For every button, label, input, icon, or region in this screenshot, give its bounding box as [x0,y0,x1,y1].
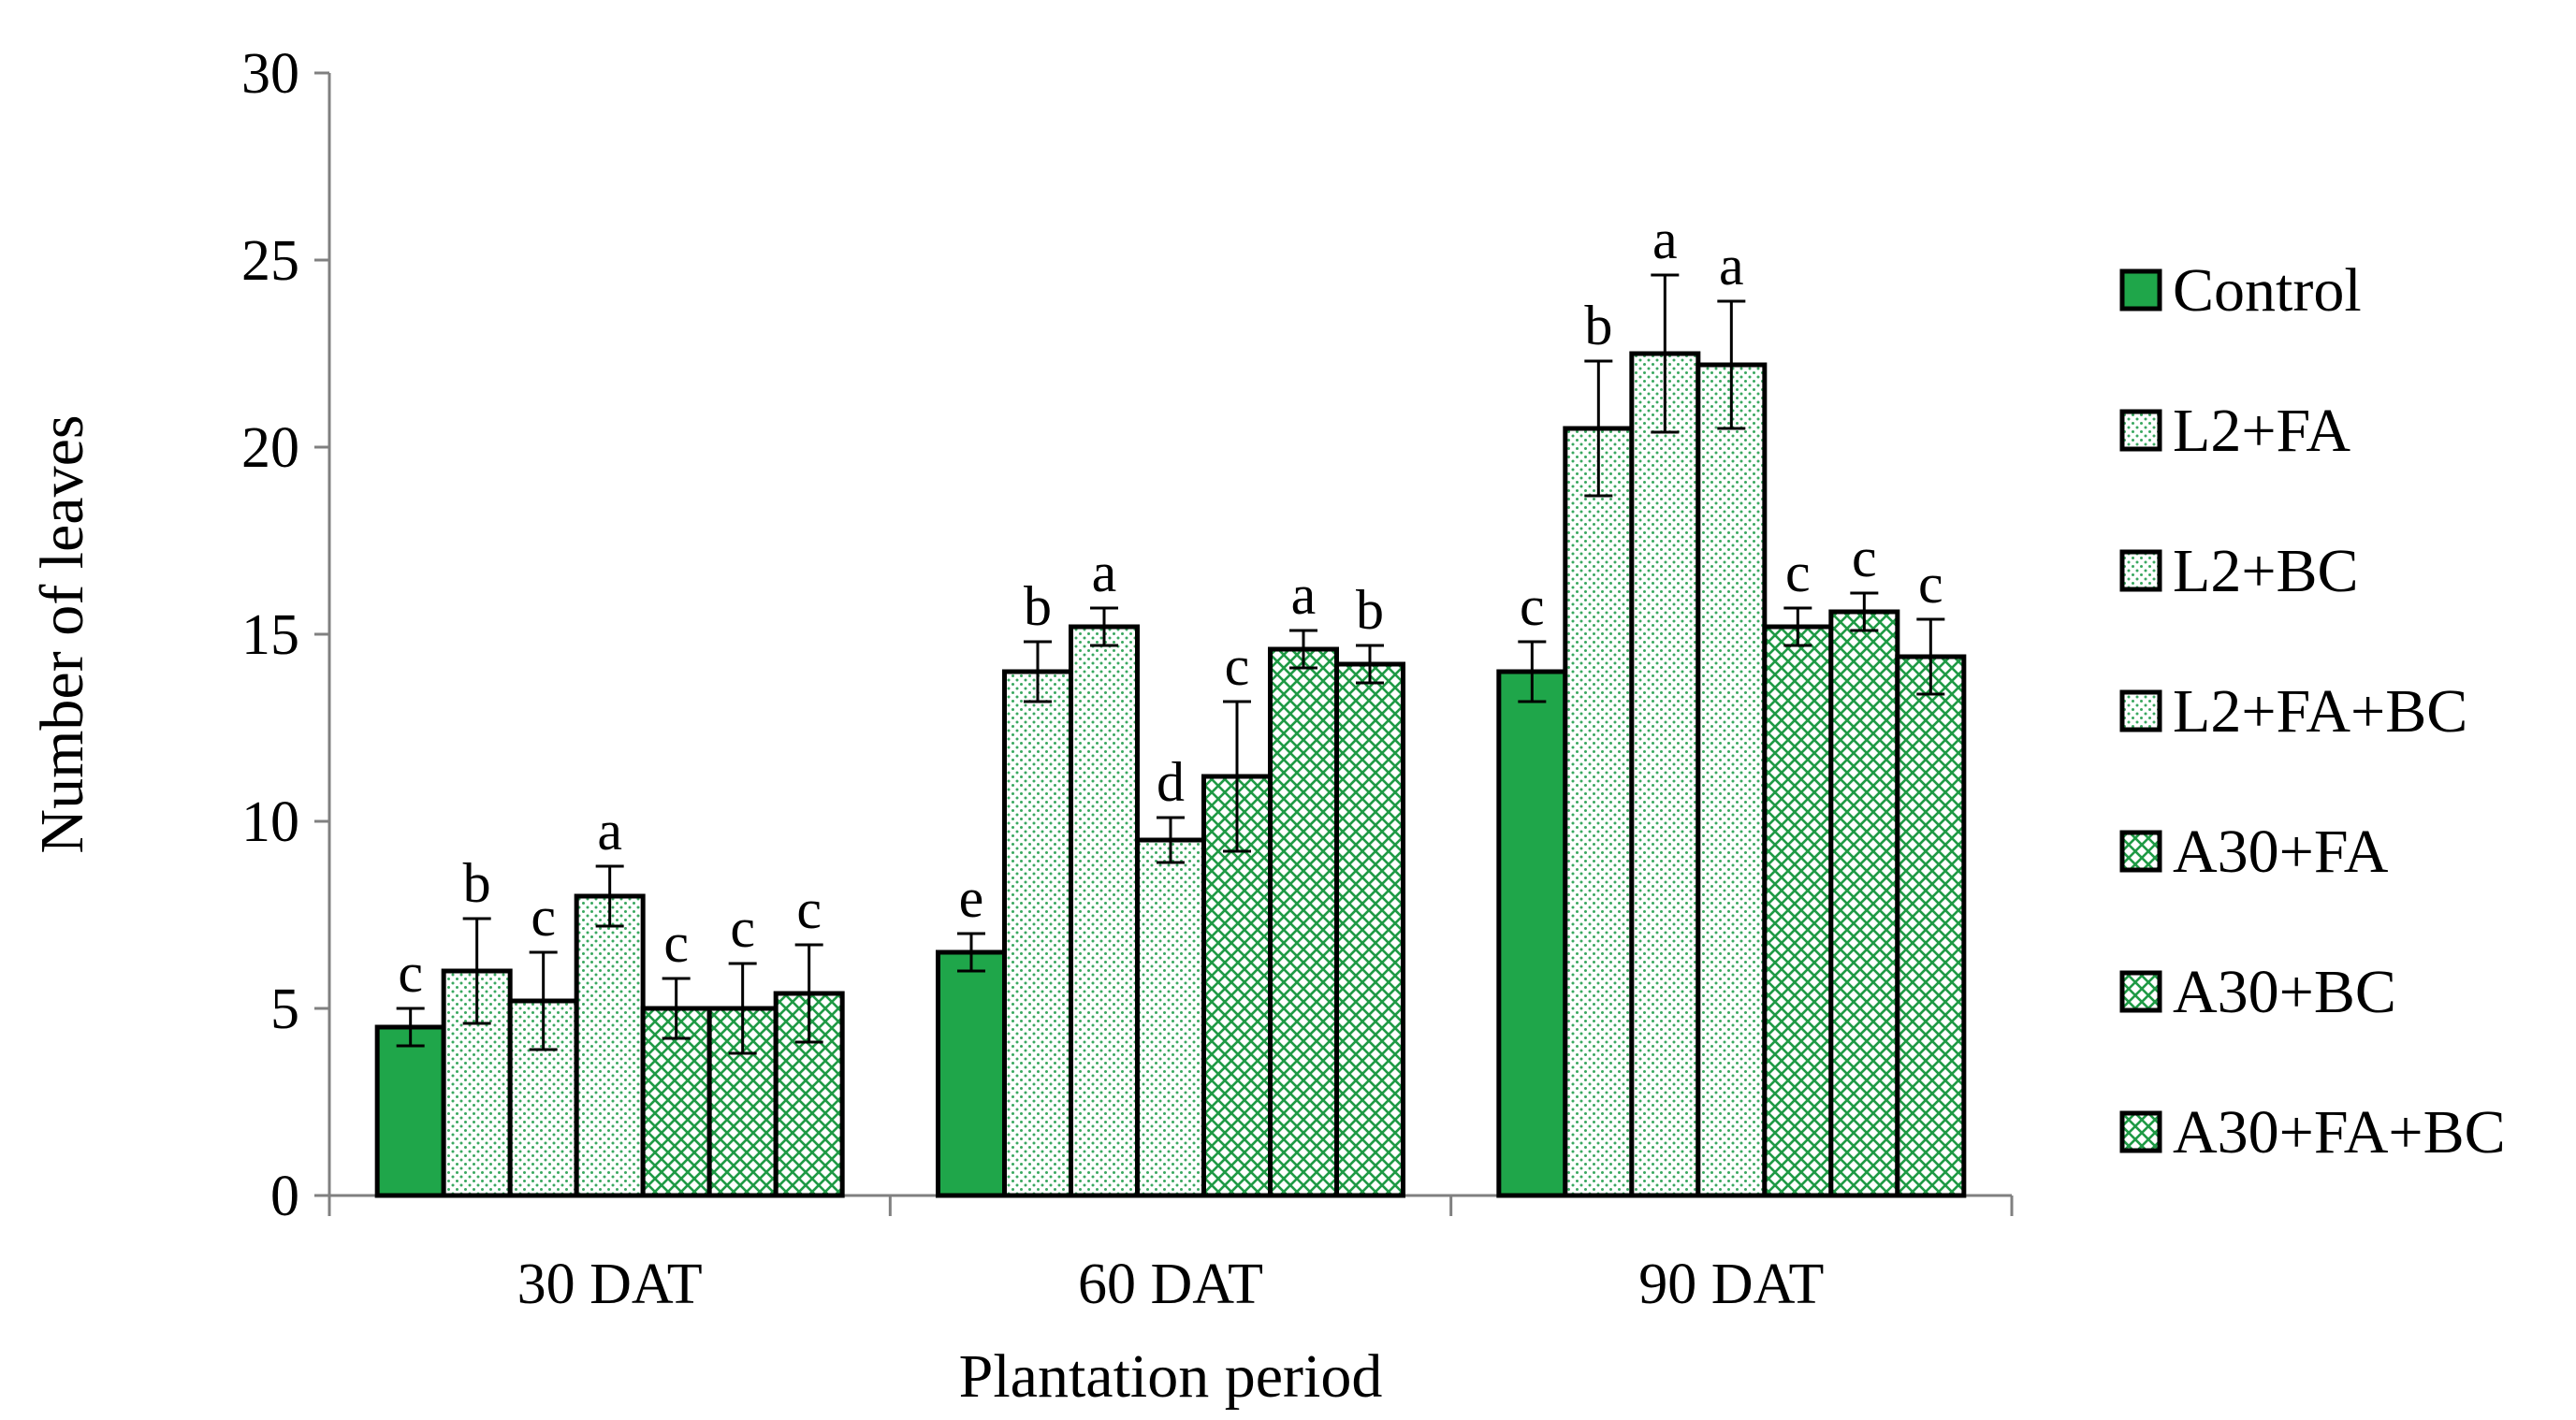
significance-letter: c [663,912,689,974]
legend-swatch [2119,268,2162,312]
significance-letter: a [1291,564,1317,626]
significance-letter: c [1225,635,1250,697]
y-tick-label: 20 [241,416,299,480]
legend-swatch [2119,409,2162,452]
legend-swatch [2119,830,2162,873]
bar-l2-bc [1069,624,1140,1198]
significance-letter: b [463,852,491,914]
legend-label: Control [2173,256,2362,325]
significance-letter: a [1719,235,1744,297]
bar-l2-fa-bc [574,893,646,1198]
legend-swatch [2119,970,2162,1013]
bar-l2-fa-bc [1135,837,1206,1198]
bar-a30-fa [1762,624,1834,1198]
bar-a30-bc [1828,609,1900,1198]
bar-control [936,949,1007,1198]
y-tick-label: 30 [241,42,299,106]
significance-letter: d [1157,751,1185,813]
significance-letter: c [1520,575,1545,637]
bar-a30-bc [1268,646,1339,1198]
bar-l2-fa [441,968,513,1198]
x-category-label: 90 DAT [1638,1253,1824,1316]
x-axis-title: Plantation period [959,1342,1383,1411]
significance-letter: c [730,897,755,959]
y-tick-label: 5 [270,978,299,1041]
significance-letter: c [796,878,822,940]
y-tick-label: 10 [241,790,299,854]
bar-l2-fa [1563,426,1635,1198]
y-axis-title: Number of leaves [28,414,96,853]
legend-swatch [2119,549,2162,592]
significance-letter: e [959,867,984,929]
y-tick-label: 0 [270,1165,299,1228]
significance-letter: a [597,800,622,862]
significance-letter: b [1584,295,1612,356]
significance-letter: c [1918,553,1943,615]
significance-letter: a [1092,542,1117,603]
significance-letter: c [398,942,423,1004]
legend-label: A30+FA [2173,818,2389,886]
legend-label: A30+BC [2173,958,2396,1026]
bar-control [374,1024,446,1198]
bar-a30-fa-bc [1334,661,1405,1198]
bar-l2-fa [1002,669,1073,1198]
bar-a30-fa-bc [1895,654,1967,1198]
legend-label: A30+FA+BC [2173,1098,2506,1166]
legend-swatch [2119,1110,2162,1153]
significance-letter: c [531,886,556,948]
significance-letter: c [1785,542,1811,603]
bar-control [1496,669,1568,1198]
bar-l2-fa-bc [1696,362,1768,1198]
legend-label: L2+FA [2173,397,2350,465]
significance-letter: b [1356,579,1384,641]
significance-letter: a [1652,209,1678,270]
x-category-label: 30 DAT [517,1253,703,1316]
significance-letter: b [1024,575,1052,637]
legend-swatch [2119,689,2162,732]
x-category-label: 60 DAT [1078,1253,1263,1316]
bar-l2-bc [1629,351,1701,1198]
y-tick-label: 15 [241,603,299,667]
legend-label: L2+BC [2173,537,2359,605]
legend-label: L2+FA+BC [2173,677,2467,746]
significance-letter: c [1852,527,1877,588]
y-tick-label: 25 [241,229,299,293]
